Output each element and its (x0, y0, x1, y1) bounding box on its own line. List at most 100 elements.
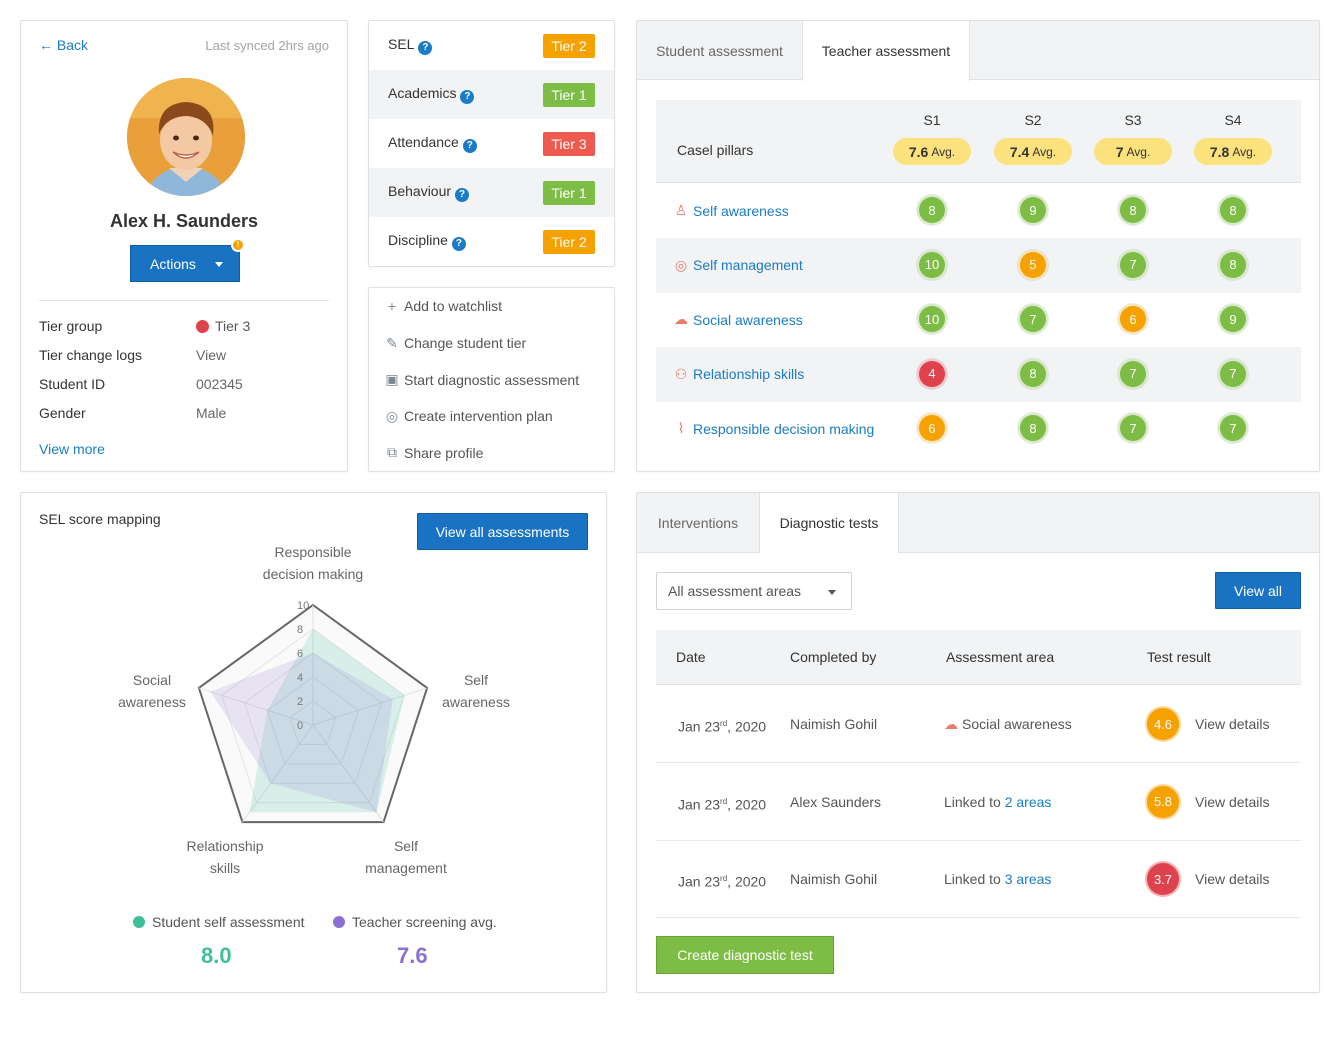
chevron-down-icon (215, 262, 223, 267)
row-completed-by: Alex Saunders (790, 793, 882, 810)
score-badge: 9 (1218, 304, 1248, 335)
help-icon[interactable]: ? (460, 90, 475, 104)
chevron-down-icon (828, 590, 836, 595)
column-completed-by: Completed by (790, 649, 877, 665)
score-badge: 6 (1118, 304, 1148, 335)
tier-label: Behaviour? (388, 183, 470, 202)
pillar-link-responsible-decision-making[interactable]: ⌇ Responsible decision making (674, 420, 875, 437)
chat-icon: ☁ (944, 716, 958, 732)
tier-label: Discipline? (388, 232, 466, 251)
row-completed-by: Naimish Gohil (790, 716, 878, 732)
test-result-badge: 3.7 (1145, 861, 1181, 897)
tier-row-sel: SEL? Tier 2 (369, 21, 614, 70)
plus-icon: + (387, 298, 397, 314)
share-icon: ⧉ (387, 444, 397, 460)
legend-teacher-screening: Teacher screening avg. (333, 914, 497, 930)
table-row: Jan 23rd, 2020 Naimish Gohil ☁ Social aware… (656, 685, 1301, 763)
view-more-link[interactable]: View more (39, 441, 105, 457)
tiers-card: SEL? Tier 2 Academics? Tier 1 Attendance? Tie… (368, 20, 615, 267)
help-icon[interactable]: ? (462, 139, 477, 153)
score-badge: 5 (1018, 249, 1048, 280)
view-details-link[interactable]: View details (1195, 716, 1270, 732)
diagnostics-tabs: Interventions Diagnostic tests (637, 493, 1319, 553)
view-details-link[interactable]: View details (1195, 793, 1270, 810)
help-icon[interactable]: ? (451, 237, 466, 251)
tier-label: SEL? (388, 36, 433, 55)
pillar-link-self-management[interactable]: ◎ Self management (674, 256, 803, 274)
tab-interventions[interactable]: Interventions (657, 515, 739, 531)
row-date: Jan 23rd, 2020 (678, 718, 767, 735)
back-link[interactable]: ← Back (39, 37, 89, 53)
column-assessment-area: Assessment area (946, 649, 1055, 665)
menu-item-share-profile[interactable]: ⧉ Share profile (382, 444, 483, 461)
tab-student-assessment[interactable]: Student assessment (656, 43, 783, 59)
tier-change-logs-link[interactable]: View (196, 347, 227, 363)
tier-badge: Tier 2 (543, 229, 595, 254)
view-details-link[interactable]: View details (1195, 871, 1270, 887)
menu-item-create-intervention-plan[interactable]: ◎ Create intervention plan (382, 408, 553, 425)
student-id-value: 002345 (196, 376, 243, 392)
score-badge: 6 (917, 413, 947, 444)
help-icon[interactable]: ? (455, 188, 470, 202)
score-badge: 8 (1018, 413, 1048, 444)
view-all-assessments-button[interactable]: View all assessments (417, 513, 588, 550)
radar-spoke (312, 724, 384, 823)
student-actions-menu: + Add to watchlist ✎ Change student tier ▣ St… (368, 287, 615, 472)
view-all-button[interactable]: View all (1215, 572, 1301, 609)
assessment-area-select[interactable]: All assessment areas (656, 572, 852, 610)
avatar (127, 78, 245, 196)
radar-tick-label: 6 (297, 648, 303, 660)
chart-icon: ⌇ (677, 420, 685, 437)
row-assessment-area: Linked to 2 areas (944, 793, 1052, 810)
help-icon[interactable]: ? (418, 41, 433, 55)
linked-areas-link[interactable]: 3 areas (1004, 871, 1052, 887)
assessment-tabs: Student assessment Teacher assessment (637, 21, 1319, 81)
tier-badge: Tier 1 (543, 82, 595, 107)
chat-icon: ☁ (674, 311, 688, 328)
menu-item-change-student-tier[interactable]: ✎ Change student tier (382, 335, 526, 352)
radar-spoke (312, 687, 428, 726)
radar-spoke (242, 724, 314, 823)
tier-label: Academics? (388, 85, 475, 104)
tab-diagnostic-tests[interactable]: Diagnostic tests (759, 493, 899, 553)
radar-series-student (249, 629, 405, 813)
student-profile-card: ← Back Last synced 2hrs ago Alex H. Saun… (20, 20, 348, 472)
chat-icon: ◎ (385, 407, 399, 424)
alert-badge: ! (231, 238, 245, 252)
radar-grid-ring (289, 700, 337, 745)
score-badge: 9 (1018, 195, 1048, 225)
pillar-link-social-awareness[interactable]: ☁ Social awareness (674, 311, 803, 328)
row-date: Jan 23rd, 2020 (678, 873, 767, 890)
tier-row-behaviour: Behaviour? Tier 1 (369, 168, 614, 217)
radar-grid-ring (266, 676, 360, 765)
student-name: Alex H. Saunders (109, 211, 259, 231)
axis-label-self-management: Self management (365, 838, 447, 876)
table-row: Jan 23rd, 2020 Naimish Gohil Linked to 3 a… (656, 840, 1301, 918)
score-badge: 7 (1118, 249, 1148, 280)
average-pill: 7.4 Avg. (994, 138, 1072, 165)
pillar-link-self-awareness[interactable]: ♙ Self awareness (674, 202, 789, 219)
last-synced-text: Last synced 2hrs ago (205, 38, 329, 53)
average-pill: 7 Avg. (1094, 138, 1172, 165)
tier-change-logs-row: Tier change logs View (39, 347, 227, 363)
menu-item-start-diagnostic-assessment[interactable]: ▣ Start diagnostic assessment (382, 371, 579, 388)
test-result-badge: 4.6 (1145, 706, 1181, 742)
create-diagnostic-test-button[interactable]: Create diagnostic test (656, 936, 834, 974)
target-icon: ◎ (674, 256, 688, 273)
tab-teacher-assessment[interactable]: Teacher assessment (802, 21, 970, 81)
axis-label-responsible-decision-making: Responsible decision making (262, 544, 364, 582)
radar-tick-label: 0 (297, 720, 303, 732)
sel-score-mapping-title: SEL score mapping (39, 511, 161, 527)
diagnostics-table-header: Date Completed by Assessment area Test r… (656, 630, 1301, 685)
axis-label-relationship-skills: Relationship skills (186, 838, 264, 876)
pillar-row: ⌇ Responsible decision making 6 8 7 7 (656, 401, 1301, 456)
radar-chart: 0 2 4 6 8 10 (197, 600, 429, 824)
casel-pillars-label: Casel pillars (677, 142, 754, 158)
document-icon: ▣ (385, 371, 399, 387)
tier-label: Attendance? (388, 134, 477, 153)
pillar-link-relationship-skills[interactable]: ⚇ Relationship skills (674, 365, 805, 383)
pillar-row: ☁ Social awareness 10 7 6 9 (656, 292, 1301, 347)
menu-item-add-to-watchlist[interactable]: + Add to watchlist (382, 298, 502, 314)
linked-areas-link[interactable]: 2 areas (1004, 793, 1052, 810)
actions-button[interactable]: Actions ! (130, 238, 245, 282)
